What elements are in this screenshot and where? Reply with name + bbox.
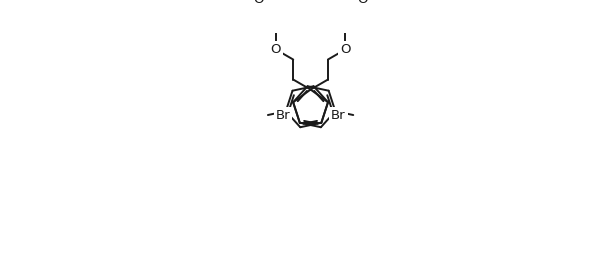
Text: Br: Br xyxy=(276,108,290,121)
Text: O: O xyxy=(253,0,264,6)
Text: O: O xyxy=(271,43,281,56)
Text: O: O xyxy=(340,43,350,56)
Text: O: O xyxy=(358,0,368,6)
Text: Br: Br xyxy=(331,108,345,121)
